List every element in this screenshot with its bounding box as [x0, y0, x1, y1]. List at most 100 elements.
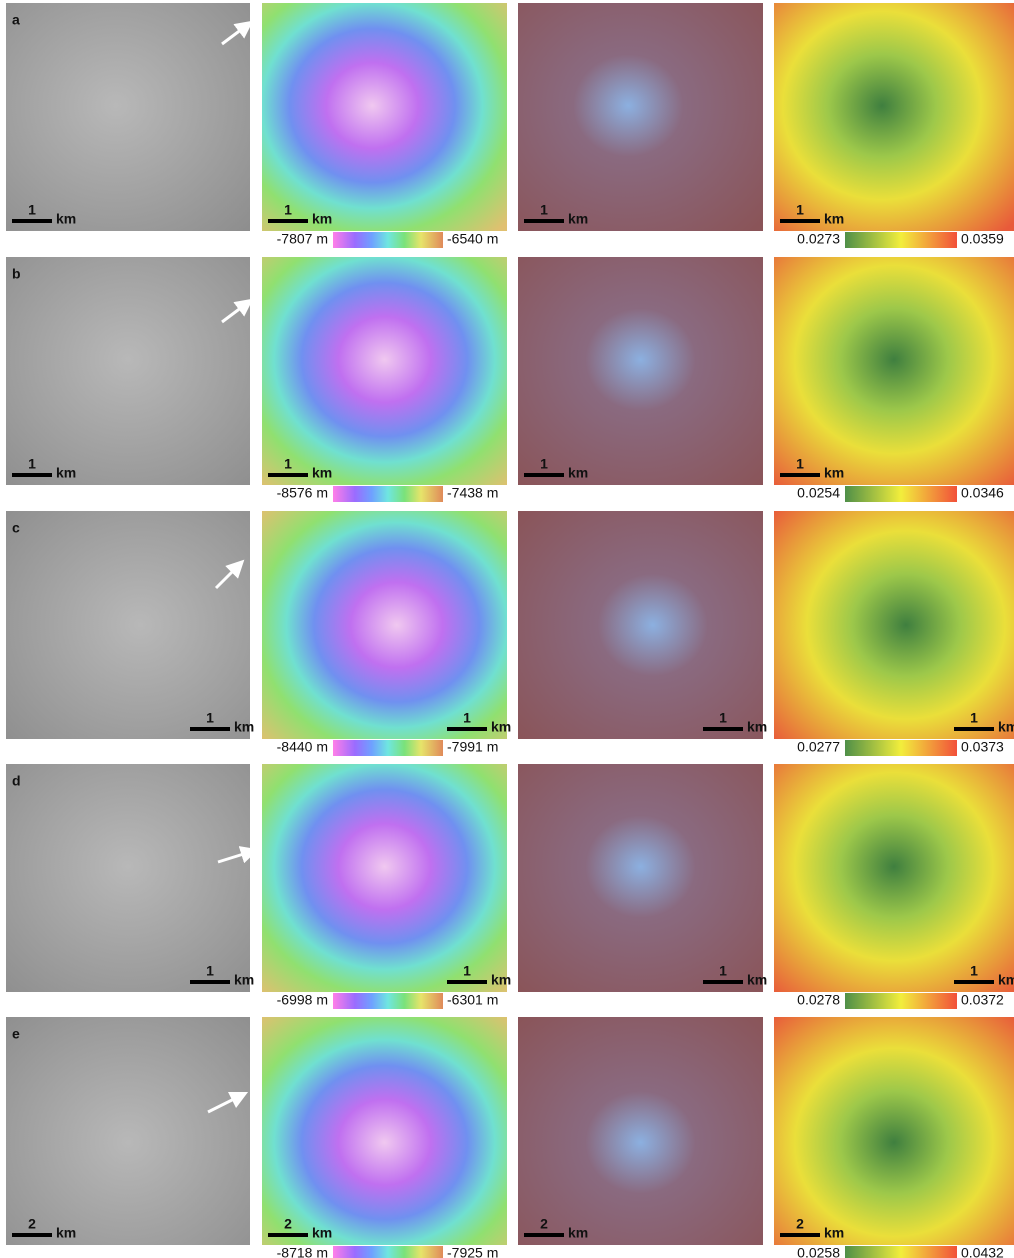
scale-bar	[524, 1233, 564, 1237]
scale-unit: km	[747, 972, 767, 988]
scale-bar	[954, 980, 994, 984]
scale-bar	[12, 219, 52, 223]
scale-value: 1	[719, 710, 727, 726]
scale-value: 1	[796, 456, 804, 472]
elevation-max: -7925 m	[447, 1245, 498, 1258]
scale-value: 1	[206, 710, 214, 726]
scale-bar	[268, 219, 308, 223]
scale-value: 1	[28, 456, 36, 472]
ratio-colorbar	[845, 1246, 957, 1258]
scale-unit: km	[998, 972, 1014, 988]
scale-unit: km	[491, 972, 511, 988]
image-panel	[6, 764, 250, 992]
scale-bar	[447, 980, 487, 984]
ratio-min: 0.0254	[797, 485, 840, 501]
scale-unit: km	[312, 211, 332, 227]
elevation-min: -8440 m	[277, 739, 328, 755]
elevation-min: -7807 m	[277, 231, 328, 247]
image-panel	[262, 1017, 507, 1245]
ratio-max: 0.0359	[961, 231, 1004, 247]
scale-unit: km	[568, 211, 588, 227]
scale-unit: km	[568, 1225, 588, 1241]
scale-bar	[780, 473, 820, 477]
elevation-min: -8718 m	[277, 1245, 328, 1258]
image-panel	[6, 1017, 250, 1245]
scale-bar	[190, 980, 230, 984]
image-panel	[774, 3, 1014, 231]
image-panel	[518, 764, 763, 992]
scale-unit: km	[998, 719, 1014, 735]
image-panel	[262, 257, 507, 485]
ratio-colorbar	[845, 740, 957, 756]
scale-bar	[524, 219, 564, 223]
elevation-colorbar	[333, 1246, 443, 1258]
scale-bar	[12, 473, 52, 477]
scale-value: 1	[540, 456, 548, 472]
image-panel	[6, 257, 250, 485]
scale-bar	[703, 980, 743, 984]
ratio-min: 0.0258	[797, 1245, 840, 1258]
scale-bar	[190, 727, 230, 731]
elevation-min: -8576 m	[277, 485, 328, 501]
scale-value: 1	[540, 202, 548, 218]
scale-unit: km	[56, 465, 76, 481]
image-panel	[774, 764, 1014, 992]
ratio-colorbar	[845, 486, 957, 502]
image-panel	[262, 3, 507, 231]
scale-value: 2	[28, 1216, 36, 1232]
ratio-max: 0.0346	[961, 485, 1004, 501]
image-panel	[518, 257, 763, 485]
scale-value: 1	[970, 963, 978, 979]
scale-value: 1	[28, 202, 36, 218]
scale-value: 2	[796, 1216, 804, 1232]
scale-unit: km	[491, 719, 511, 735]
ratio-colorbar	[845, 232, 957, 248]
ratio-max: 0.0432	[961, 1245, 1004, 1258]
scale-value: 1	[463, 963, 471, 979]
scale-bar	[12, 1233, 52, 1237]
scale-bar	[524, 473, 564, 477]
image-panel	[518, 511, 763, 739]
elevation-colorbar	[333, 486, 443, 502]
figure: 1 km 1 km 1 km 1 km a -7807 m -6540 m 0.0273 0.0359 1…	[0, 0, 1014, 1258]
scale-value: 1	[463, 710, 471, 726]
panel-label: a	[12, 12, 20, 28]
ratio-min: 0.0273	[797, 231, 840, 247]
elevation-min: -6998 m	[277, 992, 328, 1008]
elevation-max: -7438 m	[447, 485, 498, 501]
scale-unit: km	[824, 211, 844, 227]
elevation-max: -6540 m	[447, 231, 498, 247]
image-panel	[262, 511, 507, 739]
elevation-colorbar	[333, 993, 443, 1009]
scale-bar	[780, 1233, 820, 1237]
image-panel	[6, 3, 250, 231]
ratio-max: 0.0373	[961, 739, 1004, 755]
scale-value: 2	[540, 1216, 548, 1232]
image-panel	[518, 1017, 763, 1245]
scale-value: 1	[970, 710, 978, 726]
scale-value: 1	[206, 963, 214, 979]
scale-bar	[954, 727, 994, 731]
scale-unit: km	[234, 972, 254, 988]
elevation-colorbar	[333, 740, 443, 756]
scale-unit: km	[824, 1225, 844, 1241]
elevation-max: -6301 m	[447, 992, 498, 1008]
panel-label: e	[12, 1026, 20, 1042]
elevation-colorbar	[333, 232, 443, 248]
scale-unit: km	[234, 719, 254, 735]
scale-bar	[703, 727, 743, 731]
image-panel	[774, 257, 1014, 485]
elevation-max: -7991 m	[447, 739, 498, 755]
scale-value: 1	[796, 202, 804, 218]
panel-label: c	[12, 520, 20, 536]
ratio-max: 0.0372	[961, 992, 1004, 1008]
scale-unit: km	[56, 1225, 76, 1241]
panel-label: d	[12, 773, 21, 789]
scale-bar	[268, 473, 308, 477]
scale-unit: km	[56, 211, 76, 227]
image-panel	[6, 511, 250, 739]
scale-unit: km	[312, 465, 332, 481]
image-panel	[518, 3, 763, 231]
scale-value: 1	[284, 202, 292, 218]
scale-bar	[780, 219, 820, 223]
